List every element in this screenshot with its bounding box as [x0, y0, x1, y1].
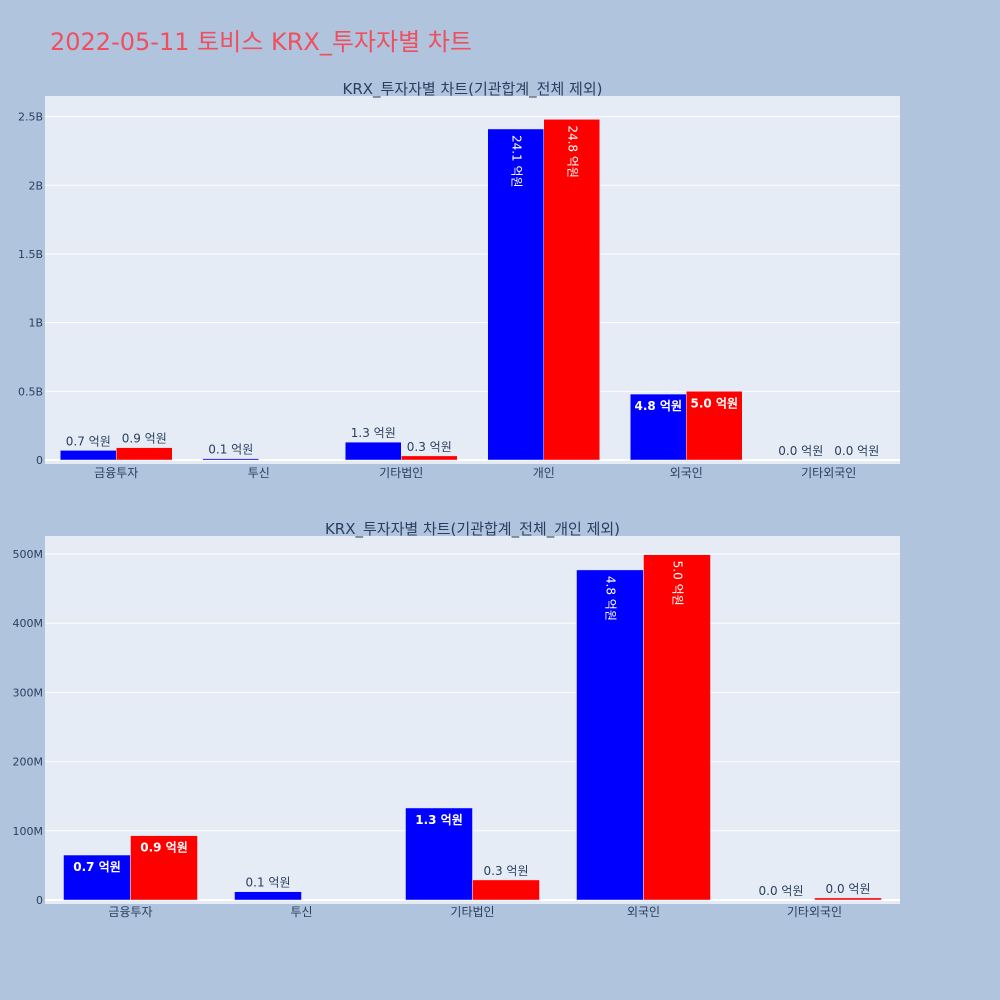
- data-label: 24.8 억원: [565, 125, 579, 178]
- y-tick-label: 0: [36, 454, 43, 467]
- data-label: 0.9 억원: [140, 841, 188, 855]
- data-label: 0.0 억원: [778, 444, 823, 458]
- chart-title: KRX_투자자별 차트(기관합계_전체_개인 제외): [325, 520, 620, 539]
- chart-top: 0 0.5B 1B 1.5B 2B 2.5B KRX_투자자별 차트(기관합계_전체 제외)…: [18, 80, 900, 480]
- y-tick-label: 100M: [13, 825, 44, 838]
- data-label: 0.1 억원: [208, 443, 253, 457]
- category-label: 개인: [533, 466, 555, 480]
- category-label: 기타외국인: [801, 466, 856, 480]
- bar-series-2: [116, 447, 173, 461]
- bar-series-2: [130, 835, 198, 901]
- category-label: 투신: [248, 466, 270, 480]
- data-label: 24.1 억원: [509, 135, 523, 188]
- bar-series-1: [405, 807, 473, 901]
- bar-series-2: [686, 391, 743, 461]
- plot-area: [45, 96, 900, 464]
- data-label: 5.0 억원: [671, 561, 685, 606]
- category-label: 기타외국인: [787, 905, 842, 919]
- data-label: 0.3 억원: [484, 864, 529, 878]
- y-tick-label: 500M: [13, 548, 44, 561]
- category-label: 투신: [290, 905, 312, 919]
- data-label: 4.8 억원: [604, 576, 618, 621]
- data-label: 4.8 억원: [634, 399, 682, 413]
- bar-series-2: [472, 879, 540, 901]
- data-label: 1.3 억원: [351, 426, 396, 440]
- category-label: 외국인: [670, 466, 703, 480]
- bar-series-1: [345, 441, 402, 461]
- bar-series-1: [234, 891, 302, 901]
- category-label: 금융투자: [108, 905, 152, 919]
- y-tick-label: 2.5B: [18, 111, 43, 124]
- data-label: 0.7 억원: [66, 434, 111, 448]
- bar-series-1: [487, 128, 544, 461]
- category-label: 금융투자: [94, 466, 138, 480]
- y-tick-label: 400M: [13, 617, 44, 630]
- data-label: 0.0 억원: [834, 444, 879, 458]
- bar-series-2: [814, 897, 882, 901]
- bar-series-2: [401, 455, 458, 461]
- bar-series-1: [630, 393, 687, 461]
- bar-series-2: [543, 119, 600, 461]
- y-tick-label: 300M: [13, 686, 44, 699]
- category-label: 외국인: [627, 905, 660, 919]
- y-tick-label: 200M: [13, 756, 44, 769]
- data-label: 0.7 억원: [73, 860, 121, 874]
- data-label: 0.3 억원: [407, 440, 452, 454]
- data-label: 0.9 억원: [122, 432, 167, 446]
- y-tick-label: 0.5B: [18, 385, 43, 398]
- data-label: 0.0 억원: [826, 882, 871, 896]
- bar-series-1: [63, 854, 131, 901]
- y-tick-label: 2B: [28, 179, 43, 192]
- category-label: 기타법인: [450, 905, 494, 919]
- y-tick-label: 0: [36, 894, 43, 907]
- chart-title: KRX_투자자별 차트(기관합계_전체 제외): [343, 80, 603, 99]
- bar-series-2: [643, 554, 711, 901]
- data-label: 0.0 억원: [759, 884, 804, 898]
- bar-series-1: [576, 569, 644, 901]
- y-tick-label: 1.5B: [18, 248, 43, 261]
- y-tick-label: 1B: [28, 317, 43, 330]
- data-label: 1.3 억원: [415, 813, 463, 827]
- data-label: 5.0 억원: [690, 396, 738, 410]
- page-title: 2022-05-11 토비스 KRX_투자자별 차트: [50, 28, 472, 56]
- data-label: 0.1 억원: [246, 876, 291, 890]
- bar-series-1: [202, 458, 259, 461]
- category-label: 기타법인: [379, 466, 423, 480]
